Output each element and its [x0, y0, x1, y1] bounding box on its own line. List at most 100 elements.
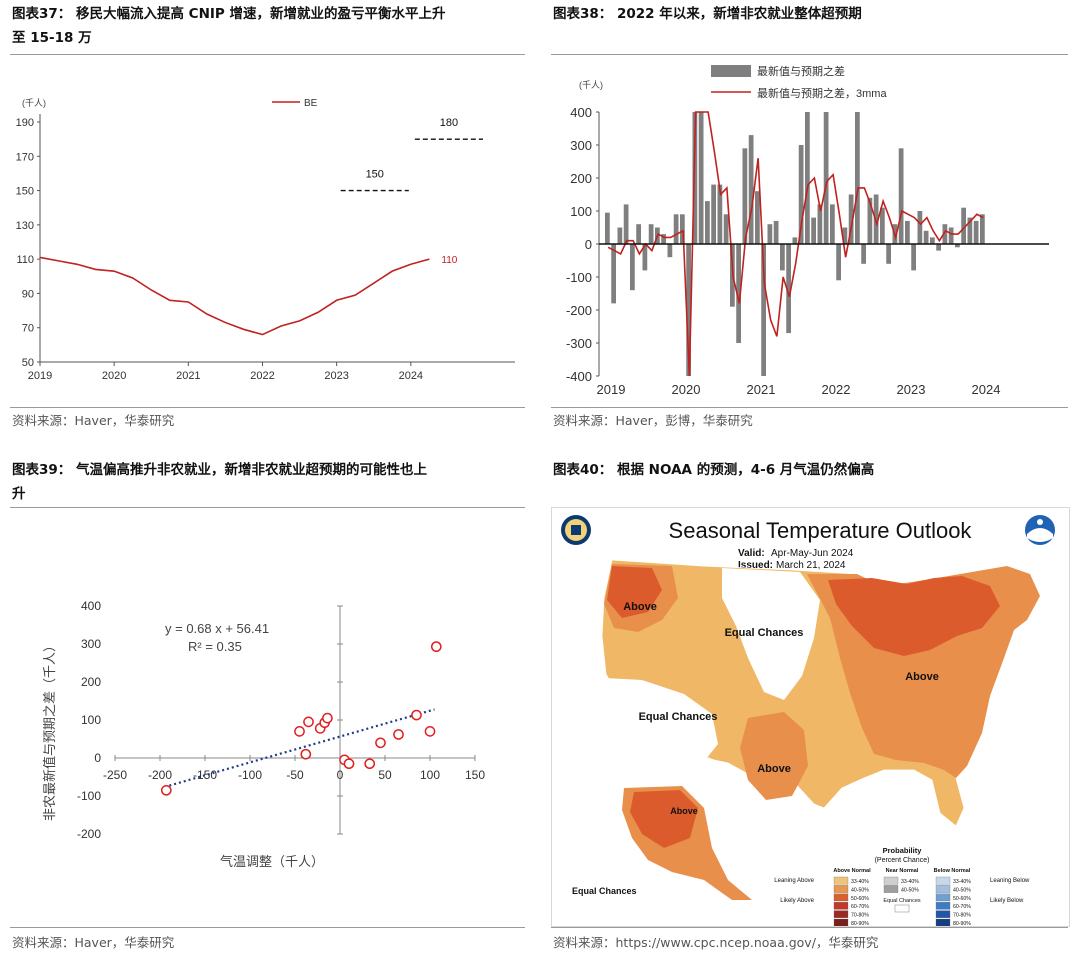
fig37-title-rule — [10, 54, 525, 55]
legend-near-bin: 40-50% — [901, 887, 919, 893]
fig38-y-tick: 100 — [570, 204, 592, 219]
legend-above-swatch — [833, 876, 849, 885]
equal-chances-north-region — [722, 568, 820, 700]
map-issued-value: March 21, 2024 — [776, 560, 846, 571]
fig37-legend-label: BE — [304, 98, 318, 109]
legend-title-line2: (Percent Chance) — [875, 857, 930, 864]
legend-leaning-below: Leaning Below — [990, 878, 1030, 884]
fig38-bar — [917, 211, 923, 244]
fig38-bar — [961, 207, 966, 244]
fig39-point — [375, 737, 386, 749]
label-southwest-equal-chances: Equal Chances — [639, 711, 718, 723]
northwest-core-region — [607, 566, 662, 618]
legend-col-above: Above Normal — [833, 868, 871, 874]
texas-above-region — [740, 712, 808, 800]
legend-below-swatch — [935, 893, 951, 902]
fig38-legend-bar-label: 最新值与预期之差 — [757, 64, 845, 78]
legend-above-swatch — [833, 902, 849, 910]
legend-below-swatch — [935, 876, 951, 885]
fig38-bar — [661, 234, 666, 244]
fig39-point — [430, 641, 442, 653]
legend-below-swatch — [935, 902, 951, 910]
fig38-x-tick: 2023 — [897, 382, 926, 397]
fig38-bar — [723, 214, 729, 244]
fig39-x-tick: 150 — [465, 768, 485, 782]
fig38-bar — [773, 220, 779, 244]
fig38-bar — [842, 227, 848, 244]
fig38-bar — [717, 184, 723, 244]
fig37-y-tick: 150 — [16, 186, 34, 198]
fig39-point — [300, 748, 312, 760]
fig38-title-rule — [551, 54, 1068, 55]
fig38-bar — [855, 112, 860, 244]
fig37-source-rule — [10, 407, 525, 408]
fig38-bar — [780, 244, 785, 271]
legend-above-swatch — [833, 918, 849, 926]
fig39-point — [411, 709, 422, 721]
fig38-bar — [692, 112, 698, 244]
fig39-y-label: 非农最新值与预期之差（千人） — [42, 639, 57, 821]
fig39-x-tick: 0 — [337, 768, 344, 782]
fig40-source-rule — [551, 927, 1068, 928]
legend-below-bin: 80-90% — [953, 921, 971, 926]
fig38-bar — [836, 244, 841, 281]
fig37-title-line2: 至 15-18 万 — [12, 30, 92, 46]
fig38-bar — [911, 244, 916, 271]
fig39-equation: y = 0.68 x + 56.41 — [165, 621, 269, 636]
fig38-bar — [748, 135, 754, 244]
fig38-chart: (千人) -400 -300 -200 -100 0 100 200 300 400 2019 202… — [566, 64, 1049, 397]
fig39-y-tick: 300 — [81, 637, 101, 651]
fig38-x-tick: 2021 — [747, 382, 776, 397]
fig38-legend-line-label: 最新值与预期之差，3mma — [757, 86, 887, 100]
fig39-r2: R² = 0.35 — [188, 639, 242, 654]
fig38-bar — [611, 244, 616, 304]
label-alaska-above: Above — [670, 806, 698, 816]
fig38-title: 图表38： 2022 年以来，新增非农就业整体超预期 — [553, 6, 862, 22]
legend-likely-above: Likely Above — [780, 898, 814, 904]
fig38-bar — [636, 224, 641, 244]
legend-col-near: Near Normal — [886, 868, 919, 874]
legend-above-swatch — [833, 910, 849, 918]
fig39-x-tick: -50 — [286, 768, 304, 782]
fig39-point — [424, 726, 436, 737]
fig38-bar — [817, 204, 823, 244]
fig37-title-line1: 图表37： 移民大幅流入提高 CNIP 增速，新增就业的盈亏平衡水平上升 — [12, 6, 446, 22]
fig39-y-tick: 400 — [81, 599, 101, 613]
fig38-bar — [648, 224, 654, 244]
fig39-x-tick: -100 — [238, 768, 262, 782]
legend-below-swatch — [935, 885, 951, 893]
legend-below-swatch — [935, 910, 951, 918]
fig37-y-tick: 70 — [22, 323, 34, 335]
fig38-bar — [680, 214, 685, 244]
legend-above-bin: 40-50% — [851, 887, 869, 893]
fig38-bar — [805, 112, 810, 244]
fig40-source: 资料来源：https://www.cpc.ncep.noaa.gov/，华泰研究 — [553, 935, 879, 950]
fig39-point — [393, 729, 404, 740]
fig38-bar — [736, 244, 741, 343]
fig39-y-tick: 100 — [81, 713, 101, 727]
fig38-bar — [898, 148, 904, 244]
fig37-x-tick: 2020 — [102, 370, 126, 382]
fig38-y-tick: -200 — [566, 303, 592, 318]
fig38-bar — [711, 184, 716, 244]
legend-below-bin: 40-50% — [953, 887, 971, 893]
legend-above-swatch — [833, 893, 849, 902]
fig38-bar — [848, 194, 854, 244]
fig38-bar — [786, 244, 791, 334]
fig37-ref-label: 150 — [366, 169, 384, 181]
fig39-trendline — [164, 708, 435, 789]
alaska-above-region — [630, 790, 698, 848]
fig39-y-tick: 0 — [94, 751, 101, 765]
fig38-bar — [686, 244, 691, 376]
label-east-above: Above — [905, 671, 939, 683]
fig38-x-tick: 2019 — [597, 382, 626, 397]
fig37-chart: (千人) 50 70 90 110 130 150 170 190 2019 2020 2021 202… — [16, 98, 515, 382]
legend-below-bin: 50-60% — [953, 896, 971, 902]
fig38-bar — [705, 201, 710, 244]
fig37-x-tick: 2024 — [399, 370, 423, 382]
legend-above-bin: 50-60% — [851, 896, 869, 902]
fig37-y-tick: 190 — [16, 117, 34, 129]
fig38-y-tick: -400 — [566, 369, 592, 384]
legend-above-bin: 70-80% — [851, 913, 869, 919]
fig38-3mma-line — [607, 111, 984, 377]
